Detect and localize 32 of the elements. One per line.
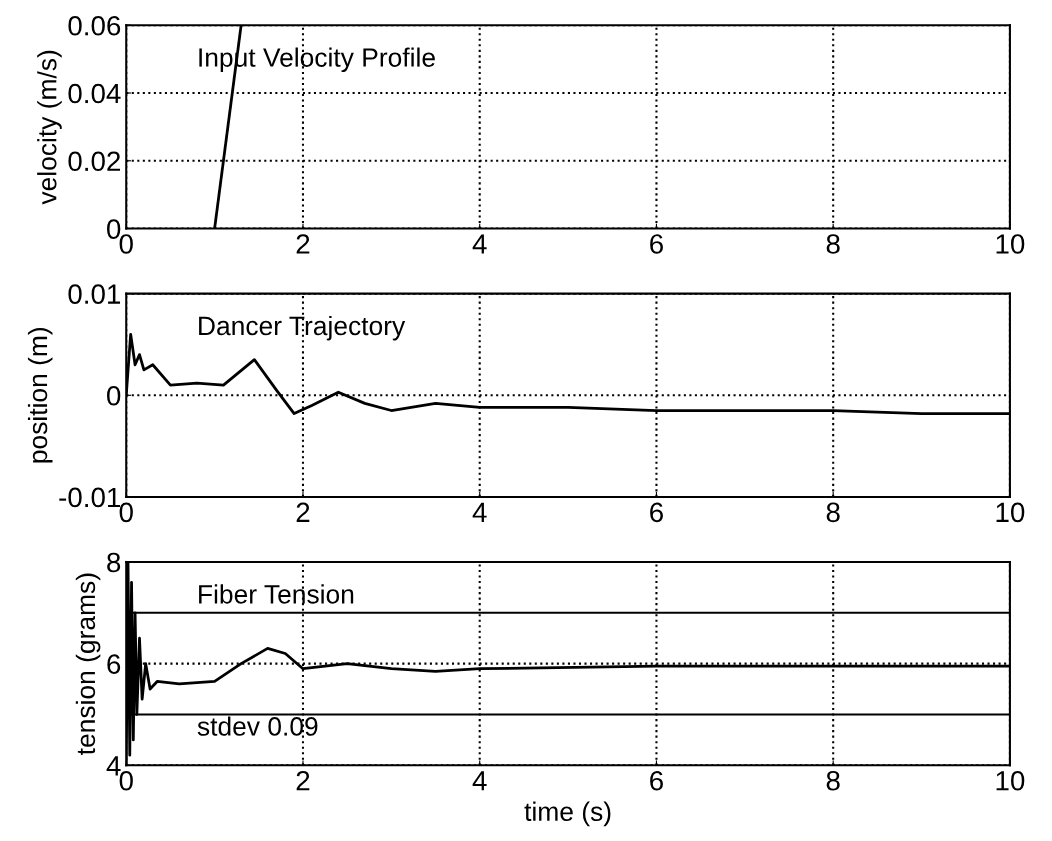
x-tick-label: 4	[472, 502, 487, 522]
y-tick-label: 8	[107, 552, 121, 573]
x-tick-label: 8	[826, 234, 840, 254]
y-tick-label: 0.02	[68, 151, 120, 172]
y-tick-label: 0	[107, 385, 121, 406]
y-tick-label: 0.01	[68, 284, 121, 304]
x-tick-label: 10	[996, 770, 1025, 791]
x-tick-label: 10	[996, 502, 1025, 523]
y-axis-title: position (m)	[27, 327, 53, 463]
x-tick-label: 6	[650, 770, 663, 791]
x-tick-label: 4	[472, 234, 487, 254]
x-tick-label: 6	[650, 234, 663, 254]
y-axis-title: tension (grams)	[75, 573, 101, 755]
y-tick-label: 0	[107, 219, 121, 239]
y-tick-label: 6	[107, 654, 121, 674]
x-axis-title: time (s)	[524, 801, 611, 827]
annotation: stdev 0.09	[197, 716, 318, 736]
x-tick-label: 4	[472, 771, 487, 791]
y-axis-title: velocity (m/s)	[37, 50, 62, 205]
y-tick-label: 4	[106, 756, 121, 776]
x-tick-label: 2	[296, 502, 310, 522]
x-tick-label: 10	[996, 234, 1025, 254]
x-tick-label: 6	[650, 502, 663, 523]
x-tick-label: 8	[826, 502, 840, 523]
x-tick-label: 2	[296, 234, 310, 254]
annotation: Dancer Trajectory	[199, 315, 406, 341]
x-tick-label: 2	[296, 770, 310, 791]
y-tick-label: 0.04	[68, 83, 121, 104]
y-tick-label: 0.06	[68, 15, 121, 36]
x-tick-label: 8	[826, 770, 840, 791]
y-tick-label: -0.01	[59, 487, 121, 508]
annotation: Fiber Tension	[199, 584, 354, 604]
